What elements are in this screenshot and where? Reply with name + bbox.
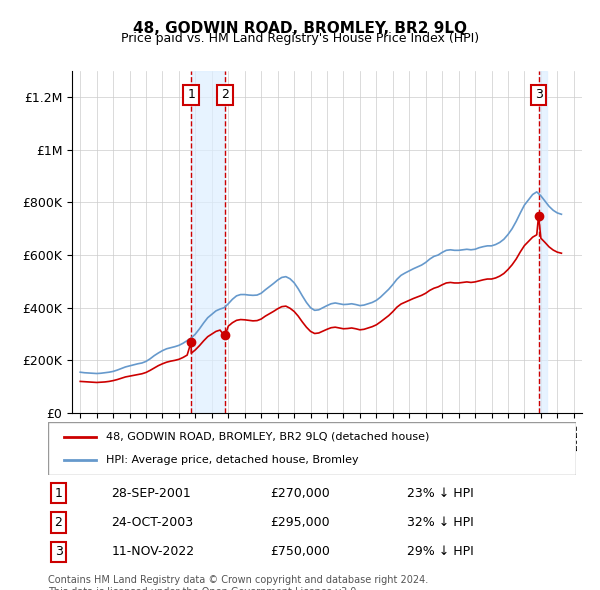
Text: 24-OCT-2003: 24-OCT-2003: [112, 516, 193, 529]
Text: 11-NOV-2022: 11-NOV-2022: [112, 545, 194, 558]
Text: Price paid vs. HM Land Registry's House Price Index (HPI): Price paid vs. HM Land Registry's House …: [121, 32, 479, 45]
Text: £750,000: £750,000: [270, 545, 329, 558]
Bar: [191, 71, 225, 413]
Text: 3: 3: [55, 545, 62, 558]
Text: 3: 3: [535, 88, 542, 101]
Text: 1: 1: [187, 88, 195, 101]
Text: 1: 1: [55, 487, 62, 500]
Text: 2: 2: [221, 88, 229, 101]
Text: 29% ↓ HPI: 29% ↓ HPI: [407, 545, 474, 558]
Text: £295,000: £295,000: [270, 516, 329, 529]
FancyBboxPatch shape: [48, 422, 576, 475]
Text: £270,000: £270,000: [270, 487, 329, 500]
Text: 28-SEP-2001: 28-SEP-2001: [112, 487, 191, 500]
Text: HPI: Average price, detached house, Bromley: HPI: Average price, detached house, Brom…: [106, 455, 359, 465]
Text: 48, GODWIN ROAD, BROMLEY, BR2 9LQ (detached house): 48, GODWIN ROAD, BROMLEY, BR2 9LQ (detac…: [106, 432, 430, 442]
Text: 48, GODWIN ROAD, BROMLEY, BR2 9LQ: 48, GODWIN ROAD, BROMLEY, BR2 9LQ: [133, 21, 467, 35]
Text: Contains HM Land Registry data © Crown copyright and database right 2024.
This d: Contains HM Land Registry data © Crown c…: [48, 575, 428, 590]
Text: 32% ↓ HPI: 32% ↓ HPI: [407, 516, 474, 529]
Text: 23% ↓ HPI: 23% ↓ HPI: [407, 487, 474, 500]
Text: 2: 2: [55, 516, 62, 529]
Bar: [539, 71, 547, 413]
